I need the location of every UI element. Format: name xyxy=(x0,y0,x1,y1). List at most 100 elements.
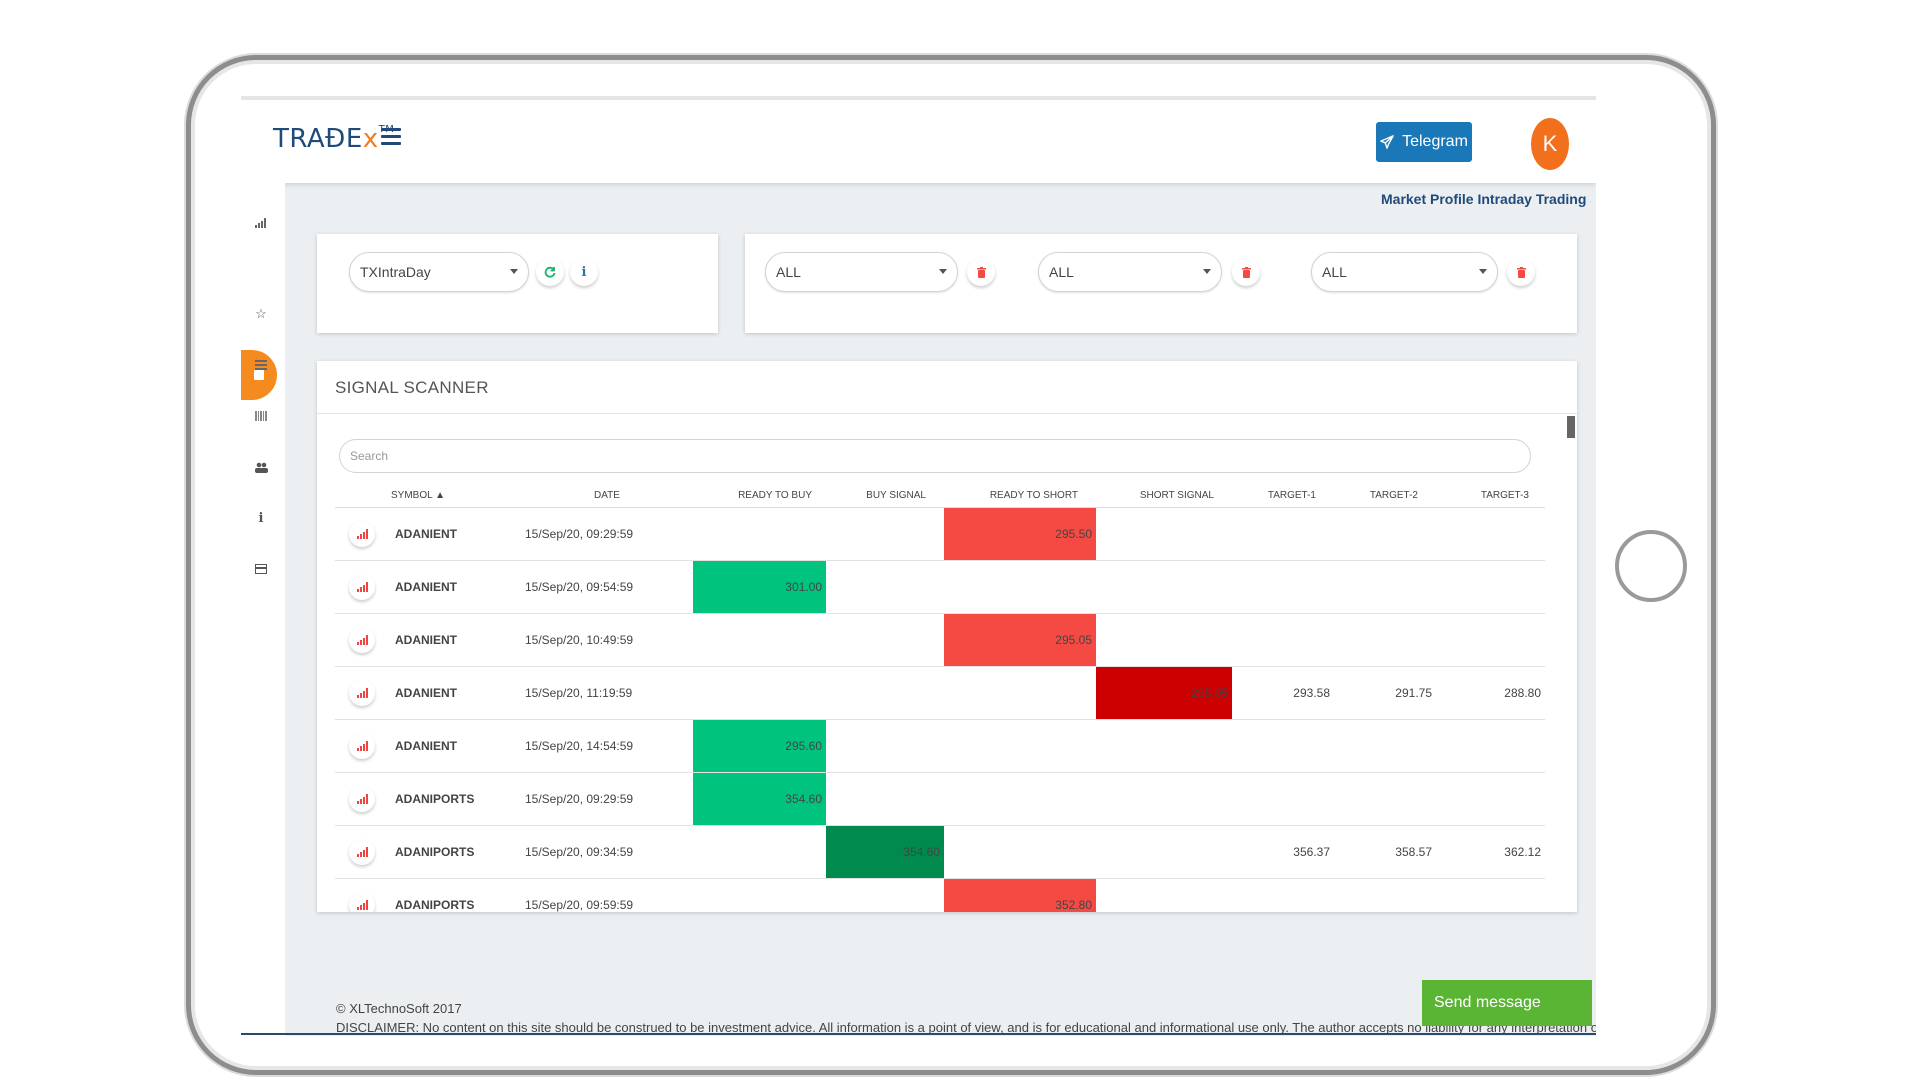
logo-x: x xyxy=(362,124,379,154)
grid-icon[interactable] xyxy=(241,350,277,400)
table-row[interactable]: ADANIPORTS 15/Sep/20, 09:59:59 352.80 xyxy=(335,878,1545,912)
col-ready-to-buy[interactable]: READY TO BUY xyxy=(693,483,826,508)
ready-to-short-cell xyxy=(944,666,1096,720)
filter-select-1[interactable]: ALL xyxy=(765,252,958,292)
buy-signal-cell: 354.60 xyxy=(826,825,944,879)
short-signal-cell xyxy=(1096,719,1232,773)
t1-cell: 293.58 xyxy=(1232,666,1334,720)
ready-to-buy-cell: 301.00 xyxy=(693,560,826,614)
short-signal-cell xyxy=(1096,772,1232,826)
ready-to-short-cell xyxy=(944,772,1096,826)
date-cell: 15/Sep/20, 09:54:59 xyxy=(521,560,693,614)
trash-icon[interactable] xyxy=(967,258,995,286)
ready-to-buy-cell xyxy=(693,825,826,879)
scrollbar[interactable] xyxy=(1567,416,1575,438)
row-action-cell xyxy=(335,560,391,614)
signal-chart-icon[interactable] xyxy=(349,627,375,653)
row-action-cell xyxy=(335,507,391,561)
date-cell: 15/Sep/20, 10:49:59 xyxy=(521,613,693,667)
signal-chart-icon[interactable] xyxy=(349,733,375,759)
barcode-icon[interactable] xyxy=(251,406,271,426)
col-target-2[interactable]: TARGET-2 xyxy=(1334,483,1436,508)
app-logo[interactable]: TRAĐExTM xyxy=(273,124,394,154)
t2-cell xyxy=(1334,507,1436,561)
table-row[interactable]: ADANIPORTS 15/Sep/20, 09:29:59 354.60 xyxy=(335,772,1545,826)
telegram-button[interactable]: Telegram xyxy=(1376,122,1472,162)
row-action-cell xyxy=(335,666,391,720)
trash-icon[interactable] xyxy=(1232,258,1260,286)
t1-cell xyxy=(1232,878,1334,912)
table-row[interactable]: ADANIENT 15/Sep/20, 09:54:59 301.00 xyxy=(335,560,1545,614)
signal-chart-icon[interactable] xyxy=(349,892,375,912)
bottom-divider xyxy=(241,1033,1596,1035)
col-target-3[interactable]: TARGET-3 xyxy=(1436,483,1545,508)
signal-chart-icon[interactable] xyxy=(349,680,375,706)
info-icon[interactable]: i xyxy=(570,258,598,286)
panel-title: SIGNAL SCANNER xyxy=(335,378,489,397)
sort-asc-icon: ▲ xyxy=(435,489,445,501)
sidebar: ☆ i xyxy=(241,183,285,1036)
table-row[interactable]: ADANIPORTS 15/Sep/20, 09:34:59 354.60 356.3… xyxy=(335,825,1545,879)
ready-to-buy-cell: 354.60 xyxy=(693,772,826,826)
col-date[interactable]: DATE xyxy=(521,483,693,508)
table-row[interactable]: ADANIENT 15/Sep/20, 11:19:59 295.05 293.58 2… xyxy=(335,666,1545,720)
symbol-cell: ADANIPORTS xyxy=(391,878,521,912)
hamburger-menu-icon[interactable] xyxy=(381,128,401,146)
signal-chart-icon[interactable] xyxy=(349,521,375,547)
bar-chart-icon[interactable] xyxy=(251,213,271,233)
signal-chart-icon[interactable] xyxy=(349,786,375,812)
short-signal-cell xyxy=(1096,878,1232,912)
refresh-icon[interactable] xyxy=(536,258,564,286)
t1-cell xyxy=(1232,507,1334,561)
filter-value-3: ALL xyxy=(1322,264,1347,280)
chevron-down-icon xyxy=(510,269,518,274)
signal-chart-icon[interactable] xyxy=(349,839,375,865)
col-short-signal[interactable]: SHORT SIGNAL xyxy=(1096,483,1232,508)
strategy-value: TXIntraDay xyxy=(360,264,431,280)
chevron-down-icon xyxy=(1203,269,1211,274)
marquee-text: Market Profile Intraday Trading Stra xyxy=(1381,191,1591,207)
telegram-label: Telegram xyxy=(1402,133,1468,150)
users-icon[interactable] xyxy=(251,457,271,477)
table-row[interactable]: ADANIENT 15/Sep/20, 10:49:59 295.05 xyxy=(335,613,1545,667)
col-target-1[interactable]: TARGET-1 xyxy=(1232,483,1334,508)
list-icon[interactable] xyxy=(251,355,271,375)
top-bar: TRAĐExTM Telegram K xyxy=(241,96,1596,183)
col-ready-to-short[interactable]: READY TO SHORT xyxy=(944,483,1096,508)
symbol-cell: ADANIENT xyxy=(391,507,521,561)
col-buy-signal[interactable]: BUY SIGNAL xyxy=(826,483,944,508)
info-icon[interactable]: i xyxy=(258,510,264,526)
ready-to-buy-cell xyxy=(693,666,826,720)
symbol-cell: ADANIPORTS xyxy=(391,772,521,826)
star-icon[interactable]: ☆ xyxy=(255,306,267,321)
send-message-button[interactable]: Send message xyxy=(1422,980,1592,1026)
paper-plane-icon xyxy=(1380,135,1394,149)
t3-cell xyxy=(1436,613,1545,667)
strategy-select[interactable]: TXIntraDay xyxy=(349,252,529,292)
t3-cell xyxy=(1436,507,1545,561)
t2-cell xyxy=(1334,613,1436,667)
t1-cell xyxy=(1232,719,1334,773)
buy-signal-cell xyxy=(826,507,944,561)
date-cell: 15/Sep/20, 09:34:59 xyxy=(521,825,693,879)
date-cell: 15/Sep/20, 09:29:59 xyxy=(521,772,693,826)
filter-select-2[interactable]: ALL xyxy=(1038,252,1222,292)
filter-value-2: ALL xyxy=(1049,264,1074,280)
signal-chart-icon[interactable] xyxy=(349,574,375,600)
symbol-cell: ADANIENT xyxy=(391,560,521,614)
search-input[interactable]: Search xyxy=(339,439,1531,473)
trash-icon[interactable] xyxy=(1507,258,1535,286)
row-action-cell xyxy=(335,825,391,879)
table-row[interactable]: ADANIENT 15/Sep/20, 14:54:59 295.60 xyxy=(335,719,1545,773)
filter-value-1: ALL xyxy=(776,264,801,280)
user-avatar[interactable]: K xyxy=(1531,118,1569,170)
filters-card: ALL ALL ALL xyxy=(745,234,1577,333)
t3-cell xyxy=(1436,772,1545,826)
symbol-cell: ADANIENT xyxy=(391,719,521,773)
card-icon[interactable] xyxy=(251,559,271,579)
table-row[interactable]: ADANIENT 15/Sep/20, 09:29:59 295.50 xyxy=(335,507,1545,561)
col-symbol[interactable]: SYMBOL ▲ xyxy=(391,483,521,508)
filter-select-3[interactable]: ALL xyxy=(1311,252,1498,292)
row-action-cell xyxy=(335,719,391,773)
ready-to-short-cell xyxy=(944,719,1096,773)
